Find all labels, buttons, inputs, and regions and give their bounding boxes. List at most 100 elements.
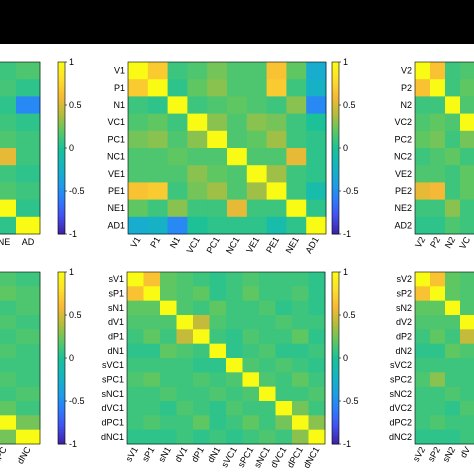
row-tick-label: sV2 (396, 274, 412, 284)
heatmap-cell (308, 343, 326, 359)
heatmap-cell (246, 199, 267, 218)
heatmap-cell (445, 165, 461, 183)
row-tick-label: NE2 (394, 203, 412, 213)
row-tick-label: PE1 (108, 186, 125, 196)
heatmap-cell (308, 415, 326, 431)
heatmap-cell (227, 148, 248, 166)
heatmap-cell (259, 315, 276, 330)
heatmap-cell (445, 182, 461, 200)
colorbar-swatch (332, 358, 339, 362)
col-tick-label: NE (0, 237, 10, 247)
heatmap-cell (207, 182, 228, 200)
heatmap-cell (193, 372, 210, 388)
heatmap-cell (275, 329, 293, 345)
heatmap-cell (266, 165, 287, 183)
colorbar-swatch (332, 125, 339, 129)
colorbar-swatch (58, 205, 65, 209)
heatmap-cell (415, 386, 431, 402)
heatmap-cell (430, 286, 446, 302)
heatmap-cell (460, 148, 474, 166)
colorbar-tick-label: 0.5 (343, 310, 356, 320)
colorbar-swatch (58, 188, 65, 192)
heatmap-cell (16, 286, 41, 302)
heatmap-frame (0, 61, 41, 235)
heatmap-cell (193, 386, 210, 402)
colorbar-swatch (332, 168, 339, 172)
heatmap-cell (227, 130, 248, 149)
colorbar-tick-label: 1 (69, 57, 74, 67)
colorbar-swatch (332, 406, 339, 411)
colorbar-swatch (58, 289, 65, 293)
heatmap-cell (176, 372, 194, 388)
heatmap-cell (275, 300, 293, 316)
heatmap-panel-top-left: NE AD 1 0.5 0 -0.5 -1 (0, 57, 85, 247)
col-tick-label: PE1 (264, 235, 281, 255)
heatmap-cell (227, 165, 248, 183)
col-tick-label: sVC1 (219, 445, 239, 469)
row-tick-label: VE1 (108, 169, 125, 179)
heatmap-cell (430, 216, 446, 235)
colorbar-swatch (332, 213, 339, 218)
heatmap-cell (415, 315, 431, 330)
colorbar-swatch (332, 280, 339, 284)
heatmap-cell (445, 96, 461, 114)
heatmap-cell (246, 113, 267, 132)
heatmap-cell (209, 300, 227, 316)
colorbar-swatch (332, 182, 339, 186)
colorbar-swatch (332, 222, 339, 226)
heatmap-cell (306, 113, 327, 132)
row-tick-label: dP2 (396, 332, 412, 342)
colorbar-swatch (332, 225, 339, 229)
row-tick-label: N2 (400, 100, 412, 110)
row-tick-label: dV1 (108, 317, 124, 327)
heatmap-cell (127, 272, 144, 287)
heatmap-cell (266, 182, 287, 200)
heatmap-cell (445, 386, 461, 402)
heatmap-cell (266, 113, 287, 132)
heatmap-cell (275, 358, 293, 373)
heatmap-cell (246, 96, 267, 114)
colorbar-swatch (58, 76, 65, 80)
colorbar-swatch (58, 222, 65, 226)
heatmap-cell (160, 343, 177, 359)
heatmap-cell (143, 272, 161, 287)
heatmap-cell (242, 343, 260, 359)
colorbar-swatch (58, 320, 65, 325)
heatmap-cell (308, 401, 326, 416)
colorbar-swatch (58, 343, 65, 348)
heatmap-cell (143, 315, 161, 330)
colorbar-swatch (332, 389, 339, 393)
heatmap-panel-bottom-left: dPC dNC 1 0.5 0 -0.5 -1 (0, 267, 85, 466)
heatmap-frame (414, 271, 474, 445)
heatmap-cell (16, 329, 41, 345)
heatmap-cell (242, 372, 260, 388)
colorbar-swatch (332, 102, 339, 106)
colorbar-swatch (58, 423, 65, 428)
heatmap-cell (0, 358, 17, 373)
colorbar-swatch (58, 228, 65, 232)
heatmap-cell (193, 272, 210, 287)
heatmap-cell (160, 386, 177, 402)
heatmap-cell (266, 130, 287, 149)
colorbar-swatch (332, 93, 339, 97)
heatmap-cell (445, 148, 461, 166)
colorbar-swatch (58, 145, 65, 149)
colorbar-swatch (58, 421, 65, 425)
heatmap-cell (0, 182, 17, 200)
heatmap-cell (0, 216, 17, 235)
heatmap-cell (143, 386, 161, 402)
heatmap-cell (306, 130, 327, 149)
col-tick-label: N1 (168, 235, 182, 250)
heatmap-cell (430, 343, 446, 359)
heatmap-cell (460, 79, 474, 97)
colorbar-swatch (58, 403, 65, 408)
colorbar-swatch (332, 153, 339, 158)
colorbar-swatch (332, 228, 339, 232)
heatmap-cell (16, 272, 41, 287)
colorbar-swatch (332, 340, 339, 345)
heatmap-cell (160, 358, 177, 373)
colorbar-swatch (332, 369, 339, 373)
colorbar-swatch (58, 415, 65, 419)
